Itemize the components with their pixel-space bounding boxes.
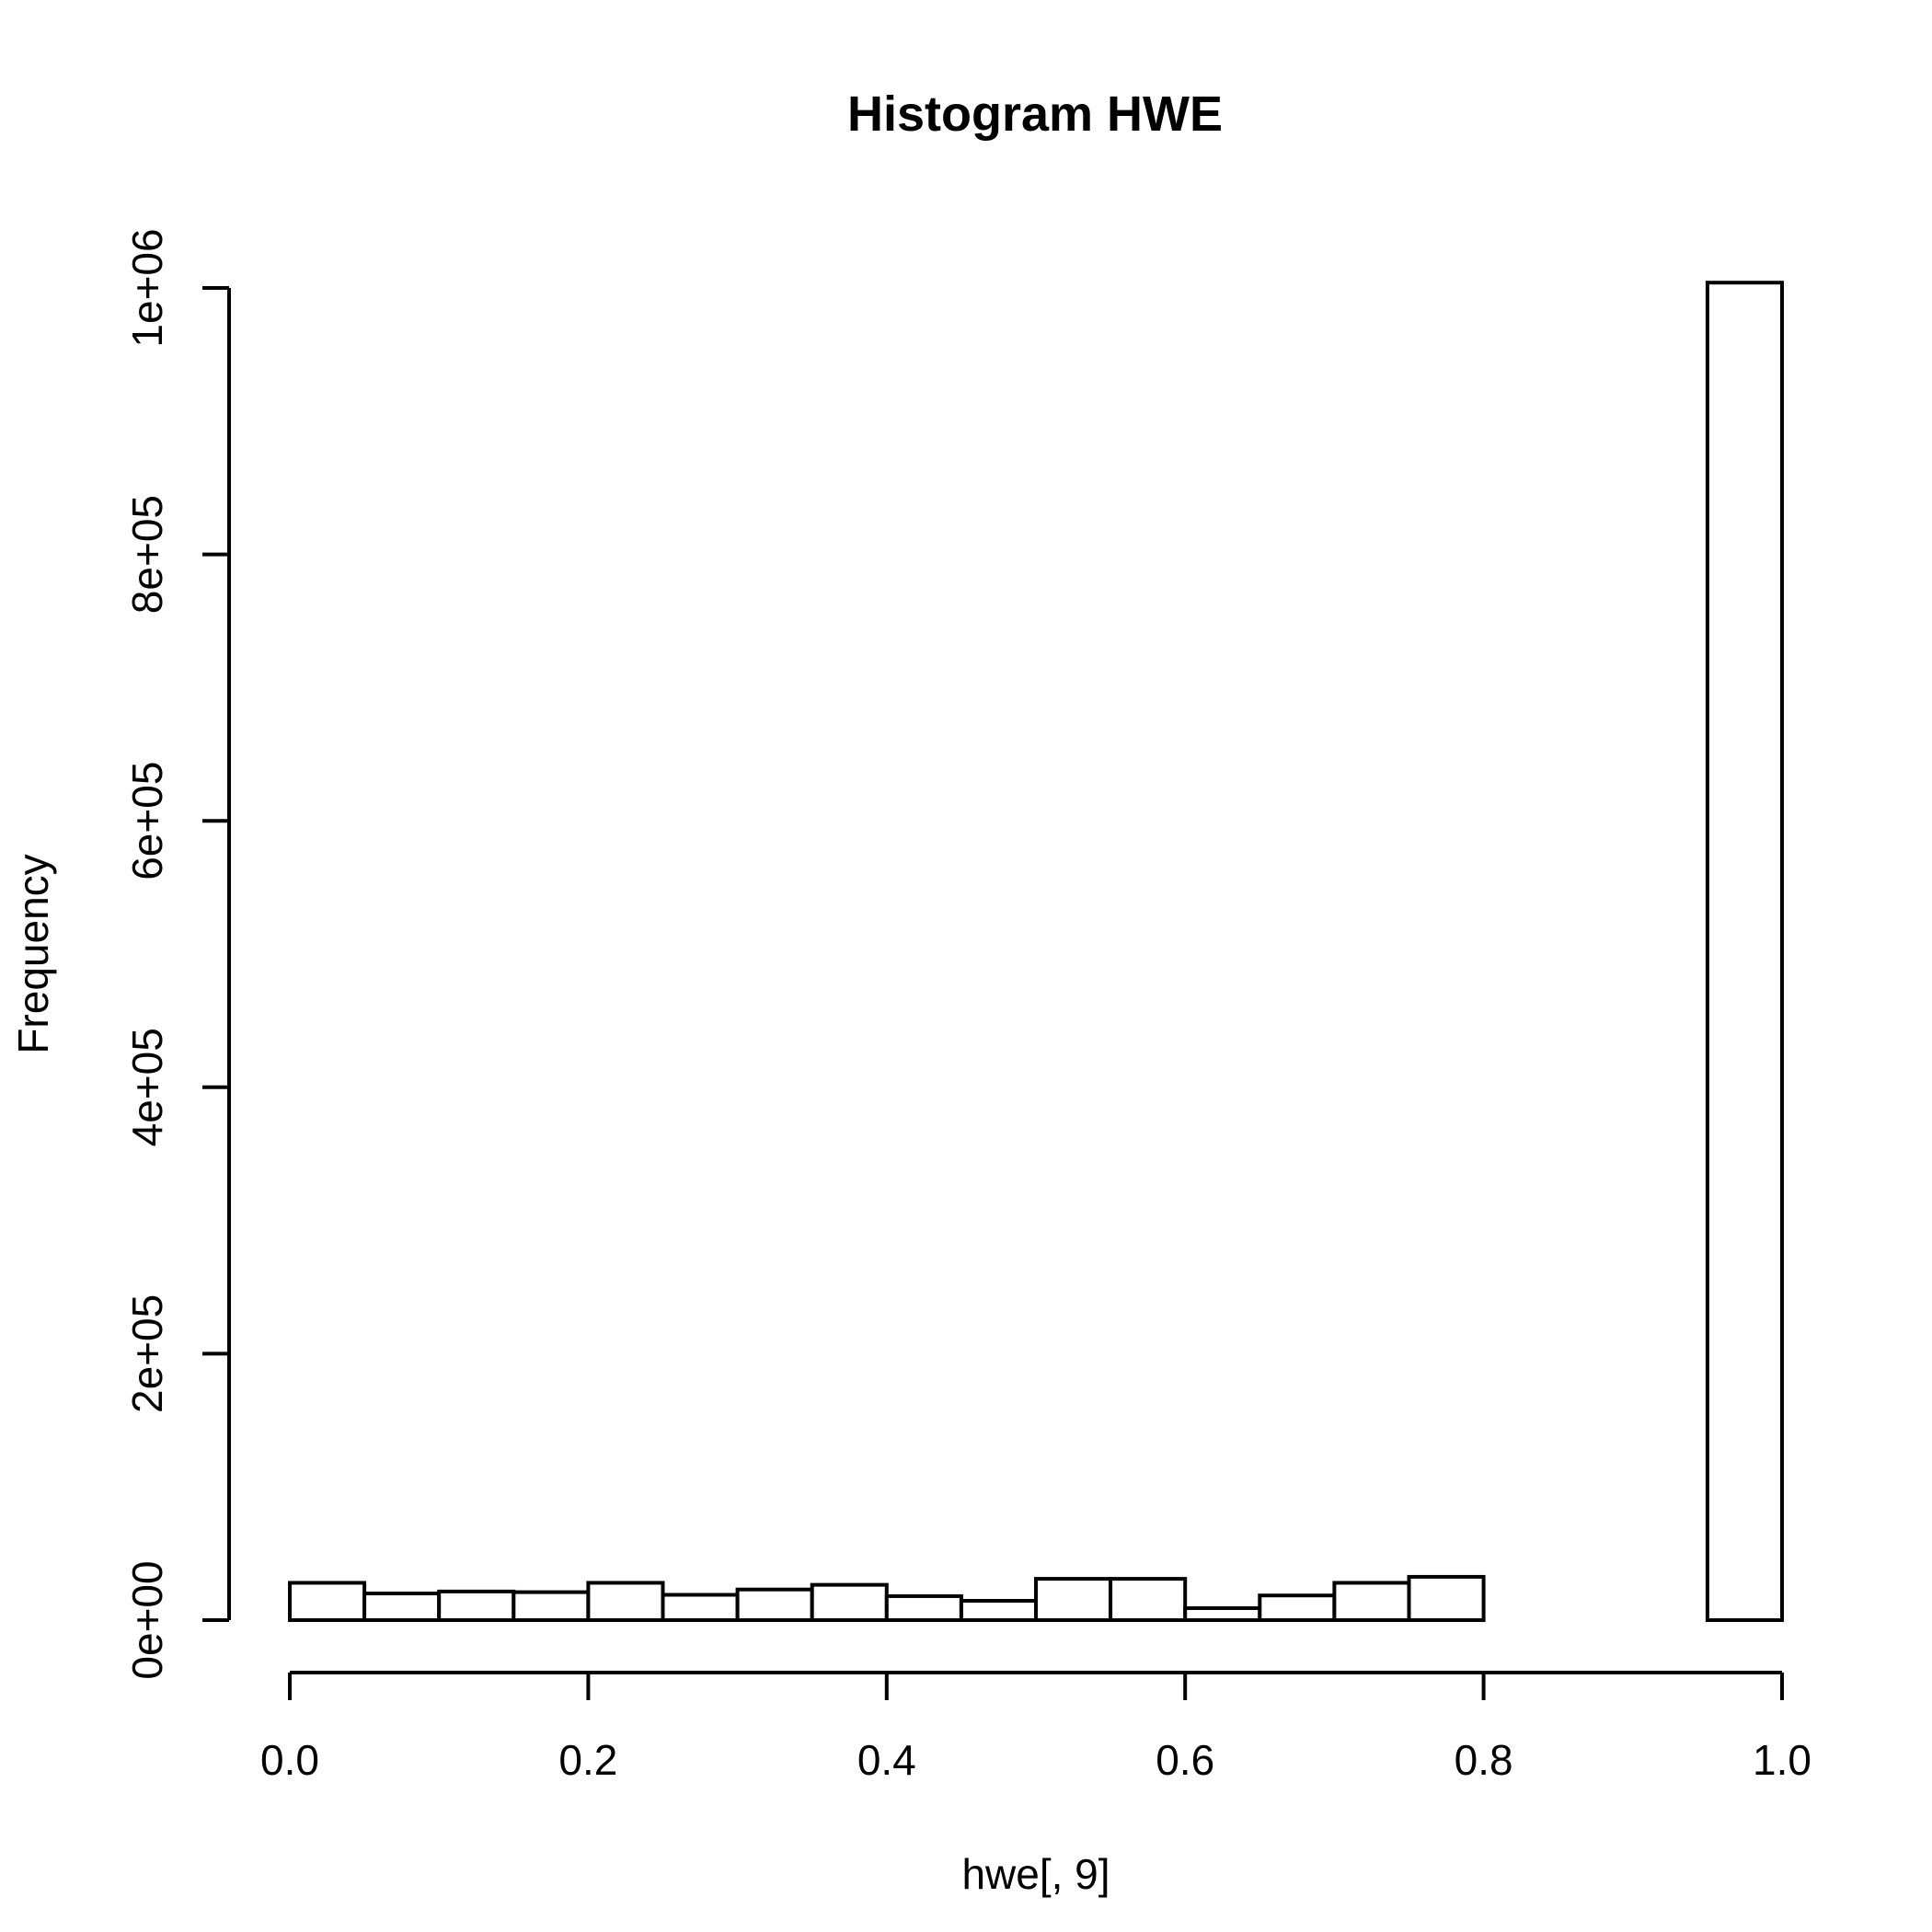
histogram-bar-14 [1332, 1581, 1411, 1622]
y-axis-ticks: 0e+00 2e+05 4e+05 6e+05 8e+05 1e+06 [123, 228, 229, 1680]
chart-title: Histogram HWE [847, 86, 1223, 142]
histogram-bar-0 [288, 1581, 367, 1622]
histogram-bar-5 [661, 1593, 740, 1622]
histogram-bar-15 [1407, 1574, 1486, 1622]
x-tick-label-1: 0.2 [558, 1736, 617, 1784]
x-tick-label-3: 0.6 [1156, 1736, 1214, 1784]
y-tick-label-0: 0e+00 [123, 1560, 171, 1679]
histogram-bar-9 [959, 1599, 1039, 1622]
y-tick-label-2: 4e+05 [123, 1028, 171, 1146]
x-axis-label: hwe[, 9] [961, 1850, 1110, 1898]
y-tick-label-5: 1e+06 [123, 228, 171, 347]
x-tick-label-5: 1.0 [1753, 1736, 1811, 1784]
histogram-bar-4 [586, 1581, 665, 1622]
x-tick-label-2: 0.4 [857, 1736, 916, 1784]
x-tick-label-4: 0.8 [1455, 1736, 1513, 1784]
histogram-bar-11 [1109, 1577, 1188, 1622]
x-axis-ticks: 0.0 0.2 0.4 0.6 0.8 1.0 [260, 1673, 1811, 1784]
histogram-bar-10 [1034, 1577, 1113, 1622]
x-tick-label-0: 0.0 [260, 1736, 319, 1784]
y-tick-label-1: 2e+05 [123, 1294, 171, 1413]
histogram-bar-19 [1705, 281, 1785, 1623]
y-tick-label-4: 8e+05 [123, 495, 171, 614]
histogram-bar-7 [810, 1582, 889, 1623]
histogram-bar-3 [512, 1590, 591, 1622]
histogram-bar-1 [362, 1592, 442, 1623]
histogram-bar-13 [1258, 1593, 1337, 1622]
histogram-bars [288, 281, 1785, 1623]
y-tick-label-3: 6e+05 [123, 762, 171, 880]
histogram-bar-6 [735, 1587, 814, 1622]
histogram-bar-2 [437, 1589, 516, 1622]
y-axis-label: Frequency [9, 854, 57, 1053]
histogram-bar-12 [1183, 1605, 1262, 1622]
histogram-bar-8 [884, 1593, 963, 1622]
